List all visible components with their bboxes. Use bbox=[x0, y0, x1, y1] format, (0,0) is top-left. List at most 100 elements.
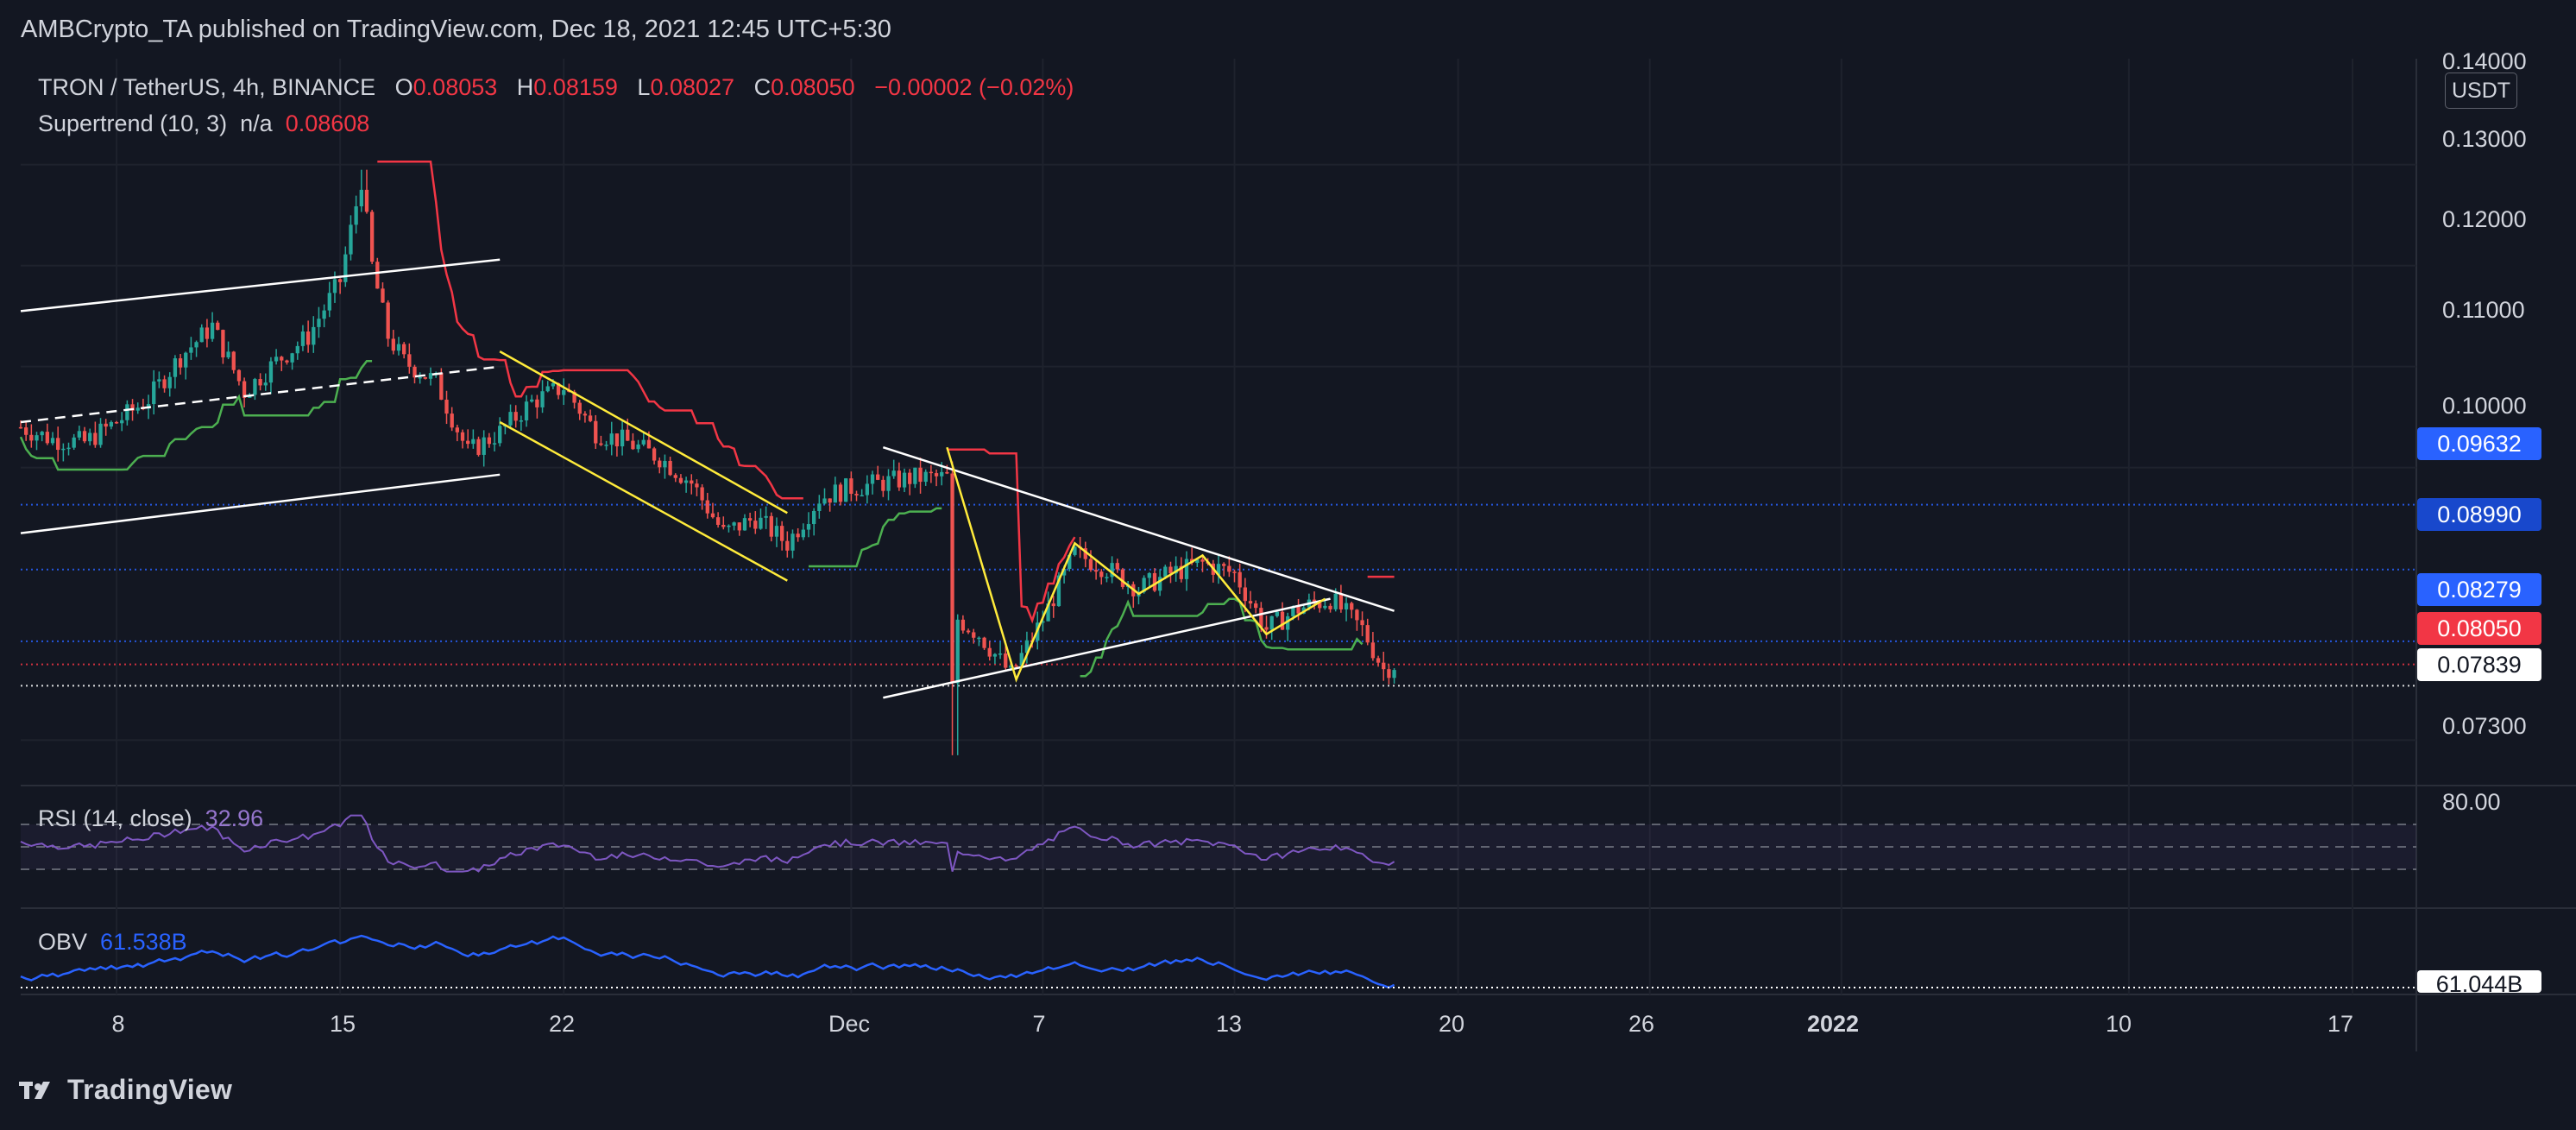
candle-body bbox=[828, 498, 832, 503]
candle-body bbox=[125, 404, 129, 420]
time-tick: 15 bbox=[329, 1011, 356, 1037]
time-tick: 26 bbox=[1628, 1011, 1655, 1037]
rsi-tick: 80.00 bbox=[2442, 789, 2501, 815]
candle-body bbox=[663, 460, 667, 468]
candle-body bbox=[157, 379, 161, 382]
symbol-label[interactable]: TRON / TetherUS, 4h, BINANCE bbox=[38, 74, 376, 100]
candle-body bbox=[1269, 616, 1274, 630]
price-tag-0.08279: 0.08279 bbox=[2417, 573, 2541, 606]
candle-body bbox=[1238, 571, 1242, 588]
candle-body bbox=[184, 352, 188, 368]
candle-body bbox=[945, 471, 949, 474]
publisher-text: AMBCrypto_TA published on TradingView.co… bbox=[21, 16, 891, 43]
candle-body bbox=[381, 288, 385, 303]
tradingview-logo[interactable]: TradingView bbox=[19, 1074, 232, 1106]
candle-body bbox=[626, 429, 630, 441]
candle-body bbox=[1243, 587, 1248, 602]
candle-body bbox=[545, 386, 550, 392]
candle-body bbox=[1147, 572, 1151, 578]
candle-body bbox=[1222, 564, 1226, 566]
candle-body bbox=[263, 382, 268, 386]
candle-body bbox=[508, 412, 513, 426]
candle-body bbox=[530, 399, 534, 402]
candle-body bbox=[93, 432, 98, 445]
candle-body bbox=[737, 522, 741, 531]
price-tick: 0.14000 bbox=[2442, 48, 2527, 74]
candle-body bbox=[1355, 609, 1359, 621]
candle-body bbox=[796, 533, 800, 538]
candle-body bbox=[120, 420, 124, 424]
candle-body bbox=[1019, 653, 1023, 666]
candle-body bbox=[476, 439, 481, 455]
candle-body bbox=[439, 372, 444, 400]
candle-body bbox=[194, 342, 198, 348]
candle-body bbox=[1275, 611, 1280, 616]
supertrend-value: 0.08608 bbox=[285, 110, 370, 136]
candle-body bbox=[966, 630, 971, 633]
candle-body bbox=[897, 470, 902, 488]
candle-body bbox=[295, 345, 299, 354]
candle-body bbox=[349, 224, 353, 255]
candle-body bbox=[849, 478, 853, 495]
candle-body bbox=[1179, 565, 1183, 579]
time-tick: 17 bbox=[2327, 1011, 2354, 1037]
candle-body bbox=[960, 619, 966, 631]
candle-body bbox=[513, 412, 518, 421]
candle-body bbox=[806, 524, 811, 530]
candle-body bbox=[753, 521, 758, 529]
supertrend-na: n/a bbox=[240, 110, 273, 136]
trendline-1 bbox=[20, 473, 501, 534]
candle-body bbox=[1382, 662, 1386, 670]
rsi-line bbox=[20, 814, 1395, 873]
candle-body bbox=[710, 513, 715, 518]
candle-body bbox=[428, 373, 433, 379]
candle-body bbox=[290, 353, 294, 363]
candle-body bbox=[631, 440, 635, 450]
candle-body bbox=[759, 517, 763, 529]
candle-body bbox=[1142, 578, 1146, 592]
currency-unit-button[interactable]: USDT bbox=[2445, 73, 2517, 109]
obv-tag: 61.044B bbox=[2417, 970, 2541, 993]
candle-body bbox=[337, 279, 343, 282]
candle-body bbox=[268, 361, 274, 383]
close-label: C bbox=[753, 74, 772, 100]
open-label: O bbox=[394, 74, 413, 100]
candle-body bbox=[1248, 601, 1253, 604]
candle-body bbox=[173, 358, 178, 377]
candle-body bbox=[236, 369, 242, 382]
candle-body bbox=[1216, 564, 1221, 575]
candle-body bbox=[764, 515, 768, 518]
candle-body bbox=[444, 399, 449, 414]
candle-body bbox=[876, 474, 880, 480]
candle-body bbox=[572, 391, 576, 403]
candle-body bbox=[1291, 606, 1295, 616]
candle-body bbox=[977, 637, 981, 640]
supertrend-legend[interactable]: Supertrend (10, 3) n/a 0.08608 bbox=[38, 110, 369, 137]
candle-body bbox=[231, 351, 236, 370]
candle-body bbox=[199, 327, 204, 343]
candle-body bbox=[77, 431, 82, 438]
candle-body bbox=[923, 471, 928, 483]
candle-body bbox=[253, 379, 257, 395]
candle-body bbox=[466, 440, 470, 445]
candle-body bbox=[1068, 554, 1072, 570]
time-tick: Dec bbox=[828, 1011, 871, 1037]
rsi-legend[interactable]: RSI (14, close) 32.96 bbox=[38, 805, 263, 832]
candle-body bbox=[1105, 577, 1109, 578]
candle-body bbox=[1296, 606, 1301, 614]
candle-body bbox=[312, 326, 316, 345]
candle-body bbox=[620, 429, 625, 447]
high-label: H bbox=[516, 74, 534, 100]
obv-legend[interactable]: OBV 61.538B bbox=[38, 929, 187, 956]
obv-value: 61.538B bbox=[100, 929, 187, 955]
price-tick: 0.12000 bbox=[2442, 206, 2527, 232]
candle-body bbox=[305, 331, 311, 345]
candle-body bbox=[1184, 559, 1189, 579]
candle-body bbox=[1365, 625, 1370, 643]
candle-body bbox=[1200, 559, 1205, 562]
candle-body bbox=[577, 402, 582, 414]
candle-body bbox=[817, 503, 822, 511]
candle-body bbox=[1195, 559, 1200, 564]
candle-body bbox=[407, 354, 412, 367]
